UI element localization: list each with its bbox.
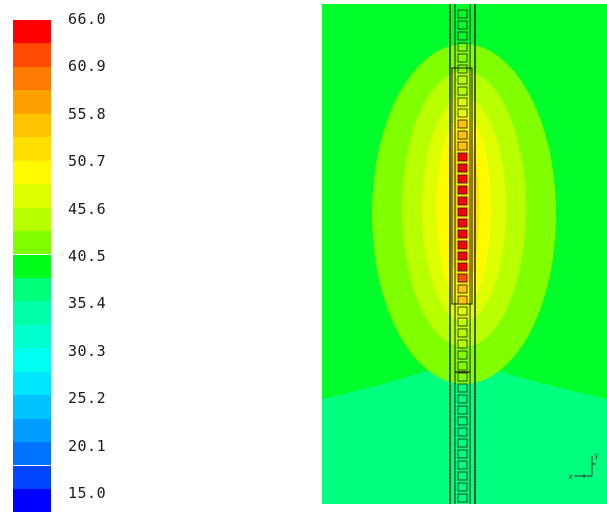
legend-swatch: [13, 465, 51, 489]
cell-square: [457, 240, 468, 250]
cell-square: [457, 317, 468, 327]
cell-square: [457, 306, 468, 316]
cell-square: [457, 119, 468, 129]
contour-field: y x: [322, 4, 607, 504]
cell-square: [457, 152, 468, 162]
legend-swatch: [13, 348, 51, 372]
cell-square: [457, 229, 468, 239]
cell-square: [457, 449, 468, 459]
cell-square: [457, 482, 468, 492]
cell-square: [457, 383, 468, 393]
legend-label: 40.5: [68, 247, 107, 265]
legend-swatch: [13, 301, 51, 325]
cell-square: [457, 339, 468, 349]
cell-square: [457, 493, 468, 503]
cell-square: [457, 350, 468, 360]
legend-swatch: [13, 43, 51, 67]
axis-triad: [574, 456, 596, 478]
cell-column: [457, 9, 468, 503]
cell-square: [457, 284, 468, 294]
triad-x-label: x: [568, 472, 573, 481]
cell-square: [457, 20, 468, 30]
legend-label: 30.3: [68, 341, 107, 360]
cell-square: [457, 394, 468, 404]
legend-swatch: [13, 113, 51, 138]
cell-square: [457, 86, 468, 96]
cell-square: [457, 471, 468, 481]
legend-label: 25.2: [68, 389, 107, 408]
cell-square: [457, 361, 468, 371]
cell-square: [457, 97, 468, 107]
cell-square: [457, 42, 468, 52]
cell-square: [457, 460, 468, 470]
cell-square: [457, 416, 468, 426]
legend-label: 66.0: [68, 10, 107, 28]
cell-square: [457, 31, 468, 41]
legend-swatch: [13, 20, 51, 44]
cell-square: [457, 196, 468, 206]
legend-label: 55.8: [68, 104, 107, 123]
cell-square: [457, 405, 468, 415]
cell-square: [457, 328, 468, 338]
legend-swatch: [13, 395, 51, 419]
color-legend: 66.0 60.9 55.8 50.7 45.6 40.5 35.4 30.3 25.2 20.1…: [0, 0, 140, 512]
legend-label: 50.7: [68, 152, 107, 171]
legend-label: 60.9: [68, 57, 107, 76]
legend-swatch: [13, 160, 51, 185]
legend-label: 20.1: [68, 436, 107, 455]
cell-square: [457, 9, 468, 19]
legend-swatch: [13, 231, 51, 255]
legend-swatch: [13, 277, 51, 302]
legend-swatch: [13, 489, 51, 512]
legend-swatch: [13, 371, 51, 396]
cell-square: [457, 163, 468, 173]
cell-square: [457, 130, 468, 140]
cell-square: [457, 53, 468, 63]
contour-plot: y x: [322, 4, 607, 504]
legend-swatch: [13, 418, 51, 443]
cell-square: [457, 108, 468, 118]
legend-label: 15.0: [68, 484, 107, 502]
cell-square: [457, 372, 468, 382]
cell-square: [457, 251, 468, 261]
legend-swatch: [13, 254, 51, 278]
triad-y-label: y: [594, 451, 599, 460]
legend-label: 45.6: [68, 199, 107, 218]
cell-square: [457, 174, 468, 184]
cell-square: [457, 207, 468, 217]
legend-label: 35.4: [68, 294, 107, 313]
legend-swatch: [13, 137, 51, 161]
legend-swatch: [13, 184, 51, 208]
cell-square: [457, 185, 468, 195]
legend-swatch: [13, 207, 51, 231]
legend-swatch: [13, 90, 51, 114]
cell-square: [457, 218, 468, 228]
cell-square: [457, 141, 468, 151]
cell-square: [457, 262, 468, 272]
legend-swatch: [13, 324, 51, 349]
cell-square: [457, 427, 468, 437]
legend-swatch: [13, 442, 51, 466]
legend-swatch: [13, 66, 51, 91]
cell-square: [457, 75, 468, 85]
cell-square: [457, 64, 468, 74]
cell-square: [457, 273, 468, 283]
cell-square: [457, 438, 468, 448]
cell-square: [457, 295, 468, 305]
